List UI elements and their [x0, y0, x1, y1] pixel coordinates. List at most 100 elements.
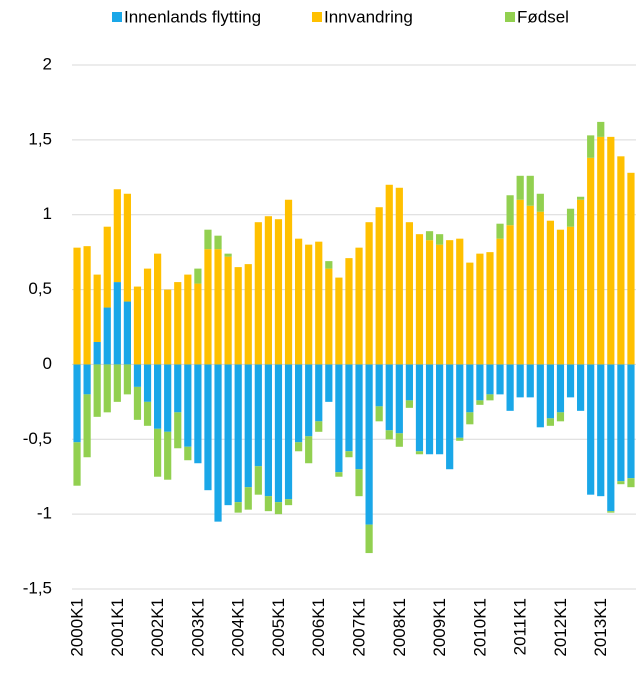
bar [345, 451, 353, 458]
bar [556, 412, 565, 422]
bar [174, 364, 182, 413]
bar [365, 524, 373, 554]
bar [305, 364, 313, 437]
bar [496, 238, 504, 365]
bar [496, 223, 504, 239]
x-tick-label: 2005K1 [269, 598, 288, 657]
bar [375, 406, 383, 422]
bar [577, 199, 585, 365]
bar [284, 499, 293, 506]
y-tick-label: -1 [37, 504, 52, 523]
bar [345, 258, 353, 365]
bar [93, 341, 101, 365]
bar [204, 249, 212, 365]
bar [274, 219, 283, 365]
bar [254, 364, 262, 467]
bar [415, 364, 424, 452]
bar [566, 208, 575, 227]
bar [476, 364, 484, 401]
bar [154, 253, 162, 365]
bar [83, 394, 91, 458]
bar [274, 502, 283, 515]
bar [274, 364, 283, 503]
bar [305, 244, 313, 365]
bar [536, 193, 544, 212]
bar [113, 189, 121, 283]
bar [113, 364, 121, 402]
bar [365, 222, 373, 365]
x-tick-label: 2011K1 [511, 598, 530, 655]
bar [385, 364, 393, 431]
bar [295, 442, 303, 452]
bar [123, 301, 131, 365]
bar [607, 511, 615, 513]
bar [133, 386, 142, 420]
bar [244, 264, 252, 365]
legend-label: Innvandring [324, 7, 413, 26]
bar [536, 211, 544, 365]
bar [264, 496, 272, 512]
bar [446, 364, 454, 470]
bar [164, 364, 172, 432]
bar [425, 364, 434, 455]
bar [456, 437, 464, 441]
bar [627, 364, 635, 479]
bar [214, 364, 222, 522]
bar [486, 394, 494, 401]
bar [73, 442, 81, 486]
bar [516, 199, 524, 365]
bar [556, 364, 565, 413]
bar [415, 451, 424, 455]
bar [566, 364, 575, 398]
bar [597, 136, 605, 365]
bar [355, 469, 363, 497]
bar [295, 238, 303, 365]
bar [194, 283, 202, 365]
legend-swatch [112, 12, 122, 22]
bar [174, 282, 182, 365]
bar [224, 364, 232, 506]
bar [546, 418, 554, 426]
bar [607, 364, 615, 512]
x-tick-label: 2010K1 [470, 598, 489, 657]
bar [405, 364, 413, 401]
y-tick-label: 2 [43, 54, 52, 73]
bar [446, 240, 454, 365]
legend-label: Innenlands flytting [124, 7, 261, 26]
x-tick-label: 2001K1 [108, 598, 127, 657]
bar [204, 229, 212, 250]
bar [315, 421, 323, 432]
bar [234, 267, 242, 365]
bar [103, 226, 111, 308]
bar [345, 364, 353, 452]
bar [395, 187, 403, 365]
bar [597, 121, 605, 137]
x-tick-label: 2013K1 [591, 598, 610, 657]
bar [93, 364, 101, 417]
y-tick-label: 1 [43, 204, 52, 223]
bar [617, 364, 625, 482]
bar [436, 364, 444, 455]
bar [405, 400, 413, 408]
x-tick-label: 2000K1 [68, 598, 87, 657]
bar [425, 240, 434, 365]
bar [405, 222, 413, 365]
bar [516, 175, 524, 200]
y-tick-label: 1,5 [28, 129, 52, 148]
bar [234, 502, 242, 513]
bar [113, 282, 121, 365]
bar [617, 156, 625, 365]
bar [577, 364, 585, 411]
bar [234, 364, 242, 503]
bar [526, 205, 534, 365]
bar [375, 364, 383, 407]
bar [224, 256, 232, 365]
bar [194, 268, 202, 284]
bar [174, 412, 182, 449]
bar [466, 412, 474, 425]
bar [123, 364, 131, 395]
bar [325, 268, 333, 365]
bar [587, 135, 595, 158]
bar [214, 235, 222, 250]
